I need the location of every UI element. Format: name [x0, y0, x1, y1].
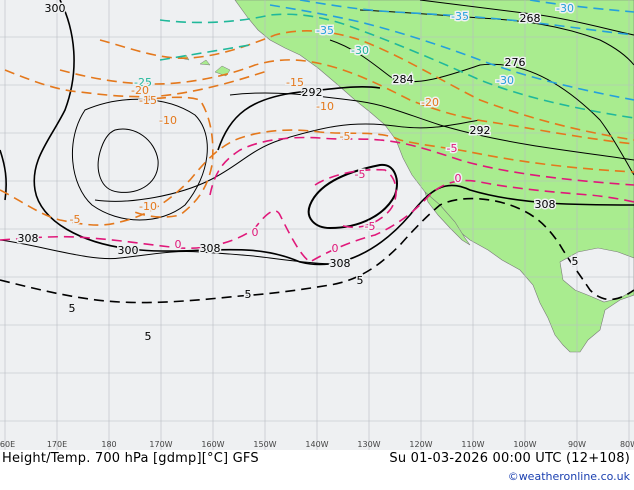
longitude-label: 130W	[357, 440, 380, 449]
temperature-label: -15	[286, 76, 304, 89]
valid-time: Su 01-03-2026 00:00 UTC (12+108)	[389, 451, 630, 466]
temperature-label: -5	[355, 168, 366, 181]
longitude-label: 180	[101, 440, 116, 449]
temperature-label: 5	[69, 302, 76, 315]
temperature-label: 5	[245, 288, 252, 301]
height-label: 300	[45, 2, 66, 15]
longitude-label: 120W	[409, 440, 432, 449]
longitude-axis: 160E 170E 180 170W 160W 150W 140W 130W 120W 110W 1…	[0, 440, 634, 449]
longitude-label: 100W	[513, 440, 536, 449]
longitude-label: 160W	[201, 440, 224, 449]
longitude-label: 140W	[305, 440, 328, 449]
temperature-label: -5	[365, 220, 376, 233]
grid-lines	[0, 0, 634, 450]
gulf-of-mexico	[559, 247, 634, 303]
longitude-label: 170E	[47, 440, 67, 449]
height-label: 300	[118, 244, 139, 257]
map-title: Height/Temp. 700 hPa [gdmp][°C] GFS	[2, 451, 259, 466]
contour-labels: 300 268 276 284 292 292 300 308 308 308 308 -30 -35 -…	[16, 1, 580, 345]
temperature-label: 0	[332, 242, 339, 255]
height-label: 292	[470, 124, 491, 137]
temperature-label: -30	[556, 2, 574, 15]
longitude-label: 170W	[149, 440, 172, 449]
height-label: 308	[18, 232, 39, 245]
temperature-label: 0	[175, 238, 182, 251]
longitude-label: 90W	[568, 440, 586, 449]
temperature-label: 0	[455, 172, 462, 185]
temperature-label: -5	[447, 142, 458, 155]
height-contours	[0, 0, 634, 266]
temperature-label: -10	[316, 100, 334, 113]
longitude-label: 110W	[461, 440, 484, 449]
temperature-label: 0	[252, 226, 259, 239]
temperature-label: -30	[351, 44, 369, 57]
credit-link[interactable]: ©weatheronline.co.uk	[507, 470, 630, 483]
height-label: 308	[200, 242, 221, 255]
temperature-contours	[0, 0, 634, 304]
map-canvas: 300 268 276 284 292 292 300 308 308 308 308 -30 -35 -…	[0, 0, 634, 450]
height-label: 292	[302, 86, 323, 99]
temperature-label: -30	[496, 74, 514, 87]
temperature-label: 5	[145, 330, 152, 343]
longitude-label: 160E	[0, 440, 15, 449]
temperature-label: -35	[451, 10, 469, 23]
north-america-land	[234, 0, 634, 353]
temperature-label: -15	[139, 94, 157, 107]
height-label: 308	[535, 198, 556, 211]
temperature-label: 5	[572, 255, 579, 268]
temperature-label: -20	[421, 96, 439, 109]
temperature-label: 5	[357, 274, 364, 287]
height-label: 308	[330, 257, 351, 270]
baja-peninsula	[424, 191, 471, 246]
temperature-label: -5	[340, 130, 351, 143]
longitude-label: 150W	[253, 440, 276, 449]
temperature-label: -10	[159, 114, 177, 127]
temperature-label: -5	[70, 213, 81, 226]
temperature-label: -25	[134, 76, 152, 89]
longitude-label: 80W	[620, 440, 634, 449]
temperature-label: -10	[139, 200, 157, 213]
height-label: 284	[393, 73, 414, 86]
temperature-label: -35	[316, 24, 334, 37]
temperature-label: -20	[131, 84, 149, 97]
height-label: 268	[520, 12, 541, 25]
height-label: 276	[505, 56, 526, 69]
